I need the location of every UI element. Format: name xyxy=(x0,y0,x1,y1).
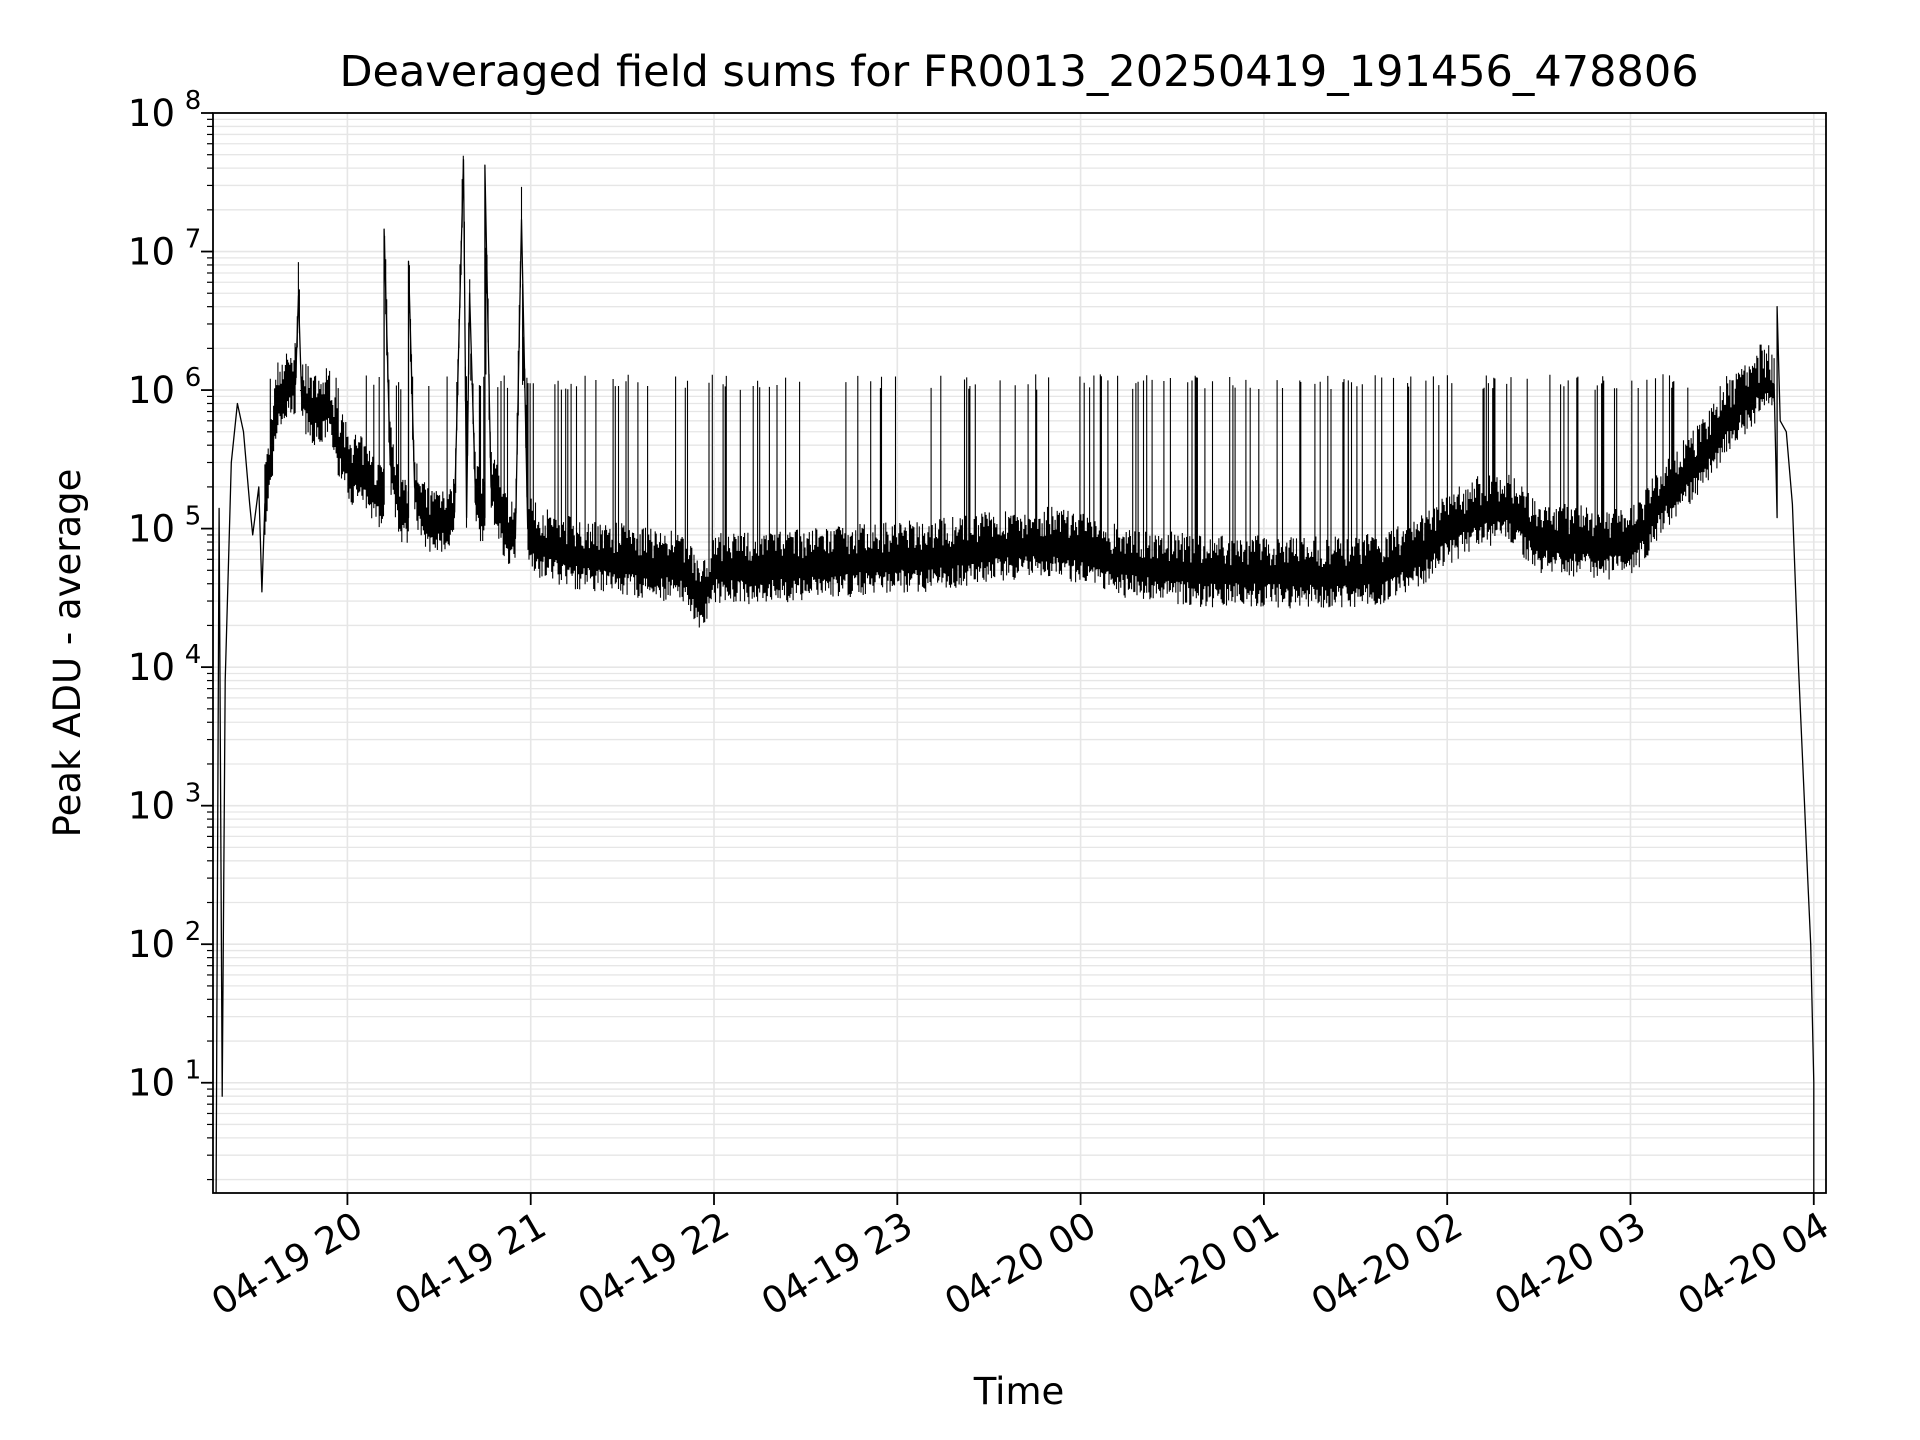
y-tick-label: 10 xyxy=(128,369,175,412)
y-tick-label: 10 xyxy=(128,92,175,135)
data-line-noise xyxy=(264,155,1775,628)
y-axis-label: Peak ADU - average xyxy=(46,469,89,838)
y-tick-label: 10 xyxy=(128,646,175,689)
plot-area xyxy=(213,113,1826,1193)
data-line-spikes xyxy=(264,155,1775,628)
y-tick-exponent: 1 xyxy=(185,1056,202,1086)
y-tick-exponent: 2 xyxy=(185,917,202,947)
y-tick-label: 10 xyxy=(128,231,175,274)
chart-title: Deaveraged field sums for FR0013_2025041… xyxy=(339,47,1698,97)
grid-lines xyxy=(213,113,1826,1193)
y-tick-label: 10 xyxy=(128,508,175,551)
x-axis-label: Time xyxy=(973,1370,1065,1413)
y-axis-ticks: 10 1 10 2 10 3 10 4 10 5 10 6 10 7 10 8 xyxy=(128,86,213,1181)
y-tick-label: 10 xyxy=(128,923,175,966)
y-tick-label: 10 xyxy=(128,785,175,828)
y-tick-exponent: 4 xyxy=(185,640,202,670)
data-line xyxy=(215,159,1815,1194)
y-tick-label: 10 xyxy=(128,1062,175,1105)
y-tick-exponent: 7 xyxy=(185,225,202,255)
y-tick-exponent: 8 xyxy=(185,86,202,116)
plot-frame xyxy=(212,112,1827,1194)
y-tick-exponent: 3 xyxy=(185,779,202,809)
y-tick-exponent: 6 xyxy=(185,363,202,393)
y-tick-exponent: 5 xyxy=(185,502,202,532)
